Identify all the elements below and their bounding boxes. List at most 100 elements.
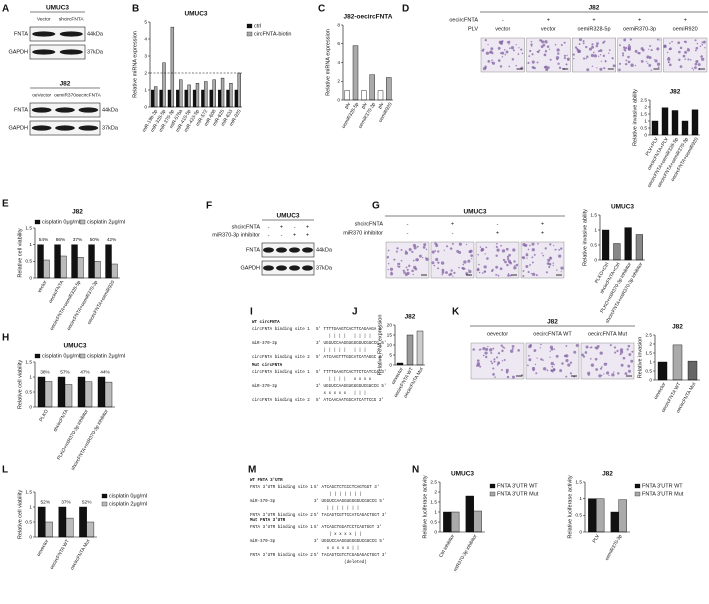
cell — [694, 62, 698, 66]
cell — [529, 244, 531, 247]
bar — [596, 498, 605, 533]
protein-size: 44kDa — [87, 31, 104, 37]
cell — [396, 247, 399, 250]
cell — [625, 59, 628, 62]
cell — [531, 261, 534, 264]
protein-name: FNTA — [14, 107, 28, 113]
cell — [485, 51, 490, 55]
cell — [623, 46, 626, 49]
bar — [60, 255, 67, 279]
bar — [671, 110, 679, 136]
cell — [478, 271, 481, 274]
cell — [496, 248, 500, 252]
condition-sign: - — [281, 232, 283, 238]
cell — [536, 357, 538, 359]
cell — [511, 58, 515, 61]
cell — [620, 363, 624, 367]
cell — [593, 54, 597, 58]
sequence: (deleted) — [314, 560, 367, 565]
cell — [597, 55, 600, 57]
cell — [684, 58, 687, 60]
cell — [540, 45, 544, 49]
condition-sign: - — [268, 224, 270, 230]
cell — [500, 41, 504, 45]
cell — [506, 375, 510, 379]
lane-label: shcircFNTA — [59, 16, 84, 22]
sequence-name: circFNTA binding site 2 — [252, 398, 310, 403]
cell — [532, 368, 535, 372]
condition-sign: + — [451, 221, 454, 227]
cell — [656, 62, 661, 66]
cell — [560, 271, 562, 273]
x-tick-label: oecircFNTA+oemiR328-5p — [49, 279, 83, 331]
cell — [497, 274, 500, 277]
cell — [437, 267, 440, 270]
cell — [387, 262, 390, 265]
bar — [406, 334, 414, 366]
condition-sign: + — [306, 224, 309, 230]
cell — [595, 368, 599, 371]
cell — [553, 348, 556, 351]
condition-sign: oecircFNTA Mut — [588, 331, 627, 337]
cell — [501, 360, 504, 362]
y-tick-label: 2 — [337, 79, 340, 85]
bar — [443, 511, 452, 533]
x-tick-label: Ctrl inhibitor — [438, 533, 456, 559]
cell — [452, 275, 454, 277]
cell — [609, 344, 612, 347]
annotation: 52% — [82, 499, 92, 505]
cell — [598, 374, 602, 378]
condition-name: shcircFNTA — [232, 224, 261, 230]
y-tick-label: 2.5 — [645, 332, 652, 338]
cell — [683, 40, 686, 43]
y-tick-label: 0 — [337, 97, 340, 103]
cell — [694, 66, 697, 69]
cell — [481, 272, 484, 274]
sequence: | | | | | | | | — [316, 334, 371, 339]
y-tick-label: 2 — [434, 489, 437, 495]
cell — [491, 61, 496, 65]
blot-frame — [29, 26, 86, 42]
band — [302, 265, 313, 271]
legend-label: cisplatin 0μg/ml — [42, 353, 80, 359]
cell — [387, 268, 389, 271]
protein-name: GAPDH — [8, 49, 28, 55]
cell — [479, 246, 482, 248]
cell — [448, 273, 451, 277]
x-tick-label: oecircFNTA — [48, 279, 66, 304]
cell — [477, 364, 480, 367]
cell — [507, 273, 510, 275]
y-tick-label: 2.5 — [430, 479, 437, 485]
cell — [490, 351, 493, 354]
cell — [584, 351, 588, 354]
cell — [513, 266, 517, 270]
y-tick-label: 1 — [579, 496, 582, 502]
cell — [574, 46, 578, 49]
condition-sign: + — [638, 17, 641, 23]
cell — [465, 243, 468, 246]
sequence: 3' UGGUCCAAGGUGGGGUCGUCCG 5' — [314, 499, 384, 504]
cell — [544, 40, 548, 44]
cell — [530, 45, 533, 47]
protein-size: 37kDa — [102, 125, 119, 131]
band — [263, 265, 274, 271]
cell — [497, 362, 500, 365]
cell — [527, 61, 530, 65]
cell — [608, 49, 611, 52]
cell — [412, 273, 414, 276]
cell — [552, 262, 554, 264]
cell — [415, 258, 419, 262]
legend-swatch — [489, 491, 496, 497]
cell — [561, 362, 564, 365]
sequence: 3' UGGUCCAAGGUGGGGUCGUCCG 5' — [314, 539, 384, 544]
cell — [656, 38, 659, 41]
cell — [624, 62, 628, 66]
cell — [619, 348, 624, 352]
cell — [468, 269, 472, 274]
bar — [77, 376, 86, 408]
cell — [540, 343, 542, 346]
cell — [608, 374, 610, 376]
cell — [613, 371, 615, 373]
bar — [187, 84, 191, 108]
cell — [553, 364, 556, 366]
